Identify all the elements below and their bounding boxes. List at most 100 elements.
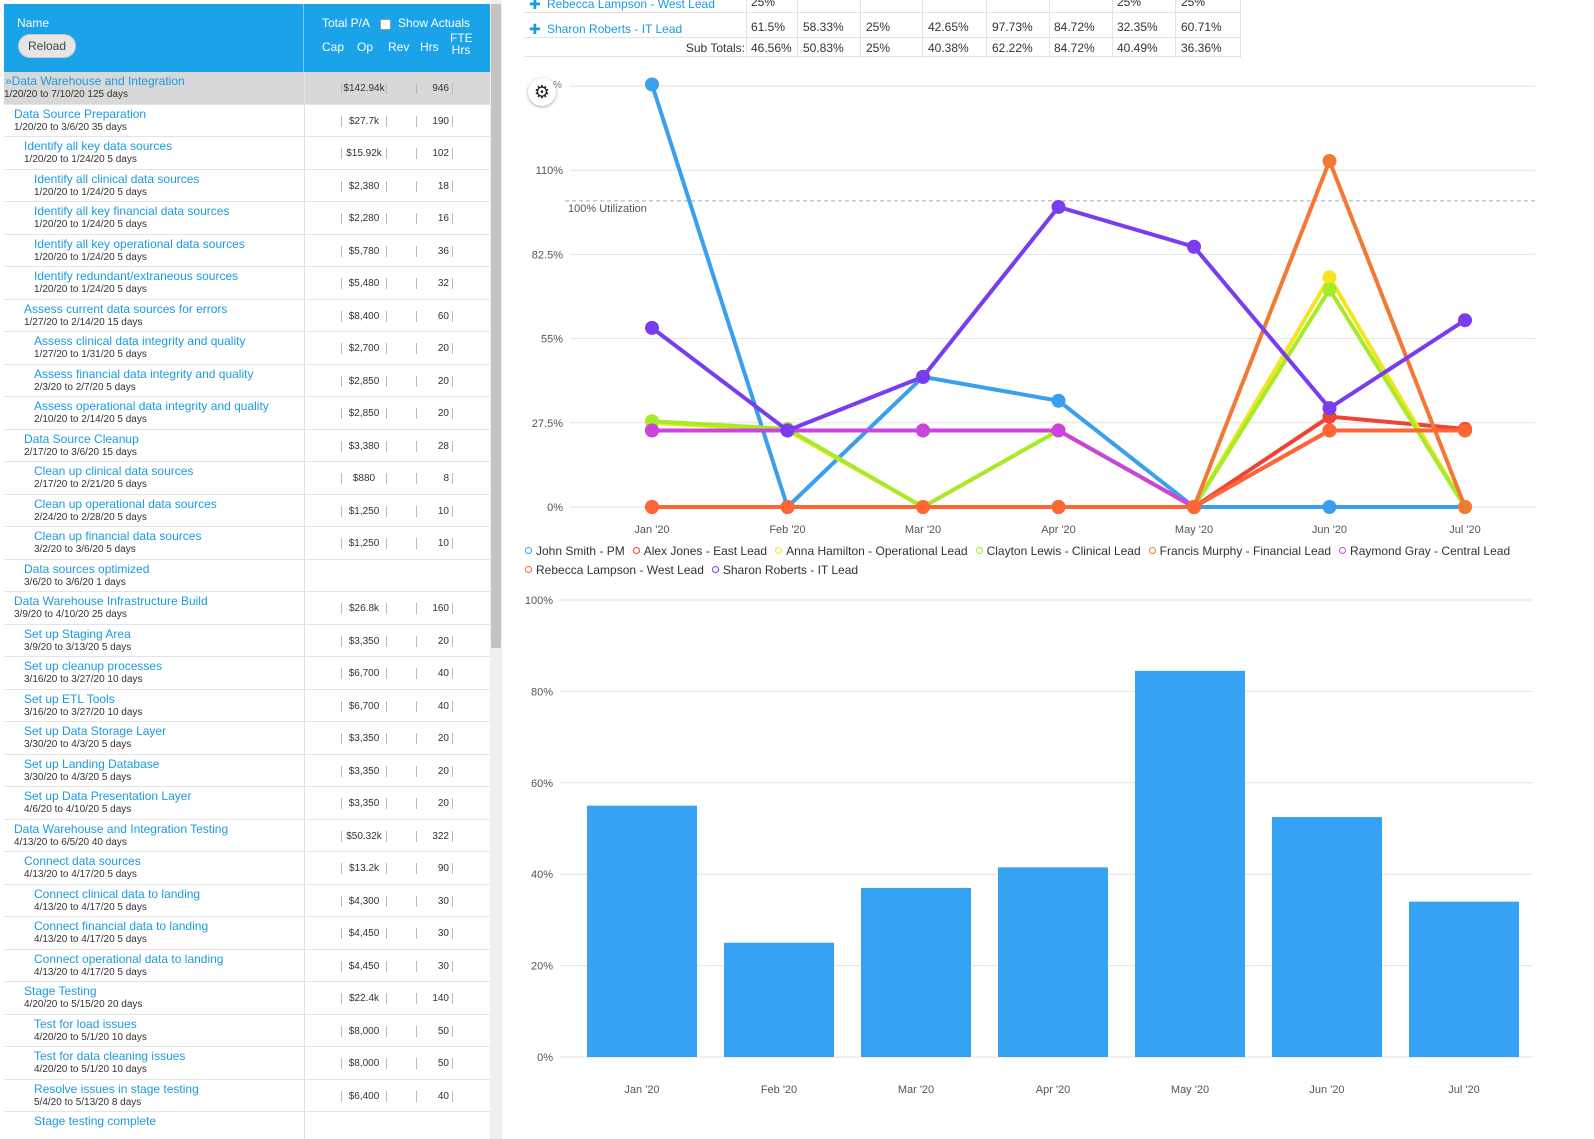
series-point[interactable]: [1458, 423, 1472, 438]
task-row[interactable]: Data sources optimized 3/6/20 to 3/6/20 1…: [4, 559, 490, 592]
task-row[interactable]: Data Source Preparation 1/20/20 to 3/6/20…: [4, 104, 490, 137]
task-row[interactable]: Assess operational data integrity and qu…: [4, 397, 490, 430]
series-point[interactable]: [916, 500, 930, 514]
series-point[interactable]: [1051, 199, 1066, 214]
series-point[interactable]: [1187, 239, 1201, 254]
legend-item[interactable]: Anna Hamilton - Operational Lead: [775, 542, 968, 561]
task-name-link[interactable]: Test for data cleaning issues: [34, 1049, 186, 1063]
legend-item[interactable]: Alex Jones - East Lead: [632, 542, 767, 561]
task-row[interactable]: Stage Testing 4/20/20 to 5/15/20 20 days $…: [4, 982, 490, 1015]
legend-item[interactable]: John Smith - PM: [525, 542, 625, 561]
task-name-link[interactable]: Data Source Preparation: [14, 106, 147, 121]
series-point[interactable]: [916, 369, 930, 384]
task-row[interactable]: Set up ETL Tools 3/16/20 to 3/27/20 10 da…: [4, 689, 490, 722]
task-row[interactable]: Assess current data sources for errors 1/…: [4, 299, 490, 332]
series-point[interactable]: [1051, 393, 1066, 408]
legend-item[interactable]: Sharon Roberts - IT Lead: [711, 561, 858, 580]
series-point[interactable]: [916, 423, 930, 438]
task-name-link[interactable]: Clean up clinical data sources: [34, 464, 194, 478]
task-name-link[interactable]: Set up Staging Area: [24, 626, 131, 641]
series-point[interactable]: [1458, 500, 1472, 514]
task-name-link[interactable]: Data Source Cleanup: [24, 431, 139, 446]
task-name-link[interactable]: Clean up operational data sources: [34, 496, 217, 511]
task-name-link[interactable]: Connect operational data to landing: [34, 951, 224, 966]
task-row[interactable]: Connect operational data to landing 4/13/…: [4, 949, 490, 982]
task-name-link[interactable]: Identify redundant/extraneous sources: [34, 269, 239, 283]
task-row[interactable]: Stage testing complete: [4, 1112, 490, 1139]
task-name-link[interactable]: Data Warehouse Infrastructure Build: [14, 594, 208, 608]
task-row[interactable]: Identify redundant/extraneous sources 1/2…: [4, 267, 490, 300]
task-row[interactable]: Set up Data Storage Layer 3/30/20 to 4/3/…: [4, 722, 490, 755]
reload-button[interactable]: Reload: [18, 34, 76, 58]
op-column-header[interactable]: Op: [357, 40, 374, 54]
task-row[interactable]: Set up Landing Database 3/30/20 to 4/3/20…: [4, 754, 490, 787]
task-name-link[interactable]: Connect clinical data to landing: [34, 886, 201, 901]
task-name-link[interactable]: Assess financial data integrity and qual…: [34, 366, 254, 381]
legend-item[interactable]: Rebecca Lampson - West Lead: [525, 561, 704, 580]
series-point[interactable]: [1458, 313, 1472, 328]
series-point[interactable]: [1051, 500, 1066, 514]
legend-item[interactable]: Raymond Gray - Central Lead: [1339, 542, 1510, 561]
task-row[interactable]: Identify all key operational data source…: [4, 234, 490, 267]
utilization-bar[interactable]: [998, 867, 1108, 1057]
task-row[interactable]: Connect financial data to landing 4/13/20…: [4, 917, 490, 950]
series-point[interactable]: [1322, 401, 1337, 416]
series-point[interactable]: [780, 423, 795, 438]
expand-plus-icon[interactable]: ✚: [529, 21, 541, 37]
task-name-link[interactable]: Identify all key data sources: [24, 139, 173, 153]
task-row[interactable]: Connect clinical data to landing 4/13/20 …: [4, 884, 490, 917]
task-row[interactable]: Identify all clinical data sources 1/20/2…: [4, 169, 490, 202]
series-point[interactable]: [1187, 500, 1201, 514]
hrs-column-header[interactable]: Hrs: [420, 40, 439, 54]
task-row[interactable]: Data Warehouse Infrastructure Build 3/9/2…: [4, 592, 490, 625]
task-row[interactable]: Resolve issues in stage testing 5/4/20 to…: [4, 1079, 490, 1112]
task-row[interactable]: Test for load issues 4/20/20 to 5/1/20 10…: [4, 1014, 490, 1047]
legend-item[interactable]: Clayton Lewis - Clinical Lead: [975, 542, 1141, 561]
resource-link[interactable]: Sharon Roberts - IT Lead: [547, 22, 683, 36]
utilization-bar[interactable]: [587, 805, 697, 1057]
task-name-link[interactable]: Test for load issues: [34, 1016, 137, 1031]
task-row[interactable]: Clean up clinical data sources 2/17/20 to…: [4, 462, 490, 495]
fte-hrs-column-header[interactable]: FTE Hrs: [450, 32, 473, 56]
task-row[interactable]: Clean up operational data sources 2/24/20…: [4, 494, 490, 527]
task-name-link[interactable]: Set up Data Presentation Layer: [24, 789, 192, 803]
task-name-link[interactable]: »Data Warehouse and Integration: [5, 74, 185, 88]
series-point[interactable]: [1322, 423, 1337, 438]
task-row[interactable]: Set up cleanup processes 3/16/20 to 3/27/…: [4, 657, 490, 690]
task-name-link[interactable]: Identify all key financial data sources: [34, 204, 230, 218]
show-actuals-checkbox[interactable]: [380, 19, 391, 30]
task-row[interactable]: Identify all key financial data sources 1…: [4, 202, 490, 235]
series-point[interactable]: [780, 500, 795, 514]
task-name-link[interactable]: Set up Landing Database: [24, 756, 160, 771]
task-row[interactable]: Clean up financial data sources 3/2/20 to…: [4, 527, 490, 560]
task-name-link[interactable]: Identify all clinical data sources: [34, 171, 200, 186]
cap-column-header[interactable]: Cap: [322, 40, 345, 54]
series-point[interactable]: [645, 320, 659, 335]
task-name-link[interactable]: Set up ETL Tools: [24, 691, 115, 706]
utilization-bar[interactable]: [724, 942, 834, 1057]
series-point[interactable]: [1322, 270, 1337, 285]
gear-icon[interactable]: ⚙: [528, 78, 556, 106]
task-row[interactable]: Connect data sources 4/13/20 to 4/17/20 5…: [4, 852, 490, 885]
task-name-link[interactable]: Data sources optimized: [24, 561, 150, 576]
task-name-link[interactable]: Clean up financial data sources: [34, 529, 202, 543]
task-row[interactable]: Set up Staging Area 3/9/20 to 3/13/20 5 d…: [4, 624, 490, 657]
task-row[interactable]: Assess financial data integrity and qual…: [4, 364, 490, 397]
utilization-bar[interactable]: [1135, 670, 1245, 1057]
series-point[interactable]: [645, 423, 659, 438]
series-point[interactable]: [645, 77, 659, 92]
legend-item[interactable]: Francis Murphy - Financial Lead: [1148, 542, 1331, 561]
task-name-link[interactable]: Data Warehouse and Integration Testing: [14, 821, 229, 836]
task-name-link[interactable]: Identify all key operational data source…: [34, 236, 245, 251]
task-name-link[interactable]: Stage Testing: [24, 984, 97, 998]
expand-plus-icon[interactable]: ✚: [529, 0, 541, 12]
series-point[interactable]: [1322, 500, 1337, 514]
task-row[interactable]: Data Warehouse and Integration Testing 4/…: [4, 819, 490, 852]
utilization-bar[interactable]: [861, 887, 971, 1057]
utilization-bar[interactable]: [1272, 817, 1382, 1057]
resource-link[interactable]: Rebecca Lampson - West Lead: [547, 0, 715, 11]
task-row[interactable]: »Data Warehouse and Integration 1/20/20 t…: [4, 72, 490, 105]
task-name-link[interactable]: Set up Data Storage Layer: [24, 724, 167, 738]
task-name-link[interactable]: Assess current data sources for errors: [24, 301, 228, 316]
task-name-link[interactable]: Assess clinical data integrity and quali…: [34, 334, 246, 348]
